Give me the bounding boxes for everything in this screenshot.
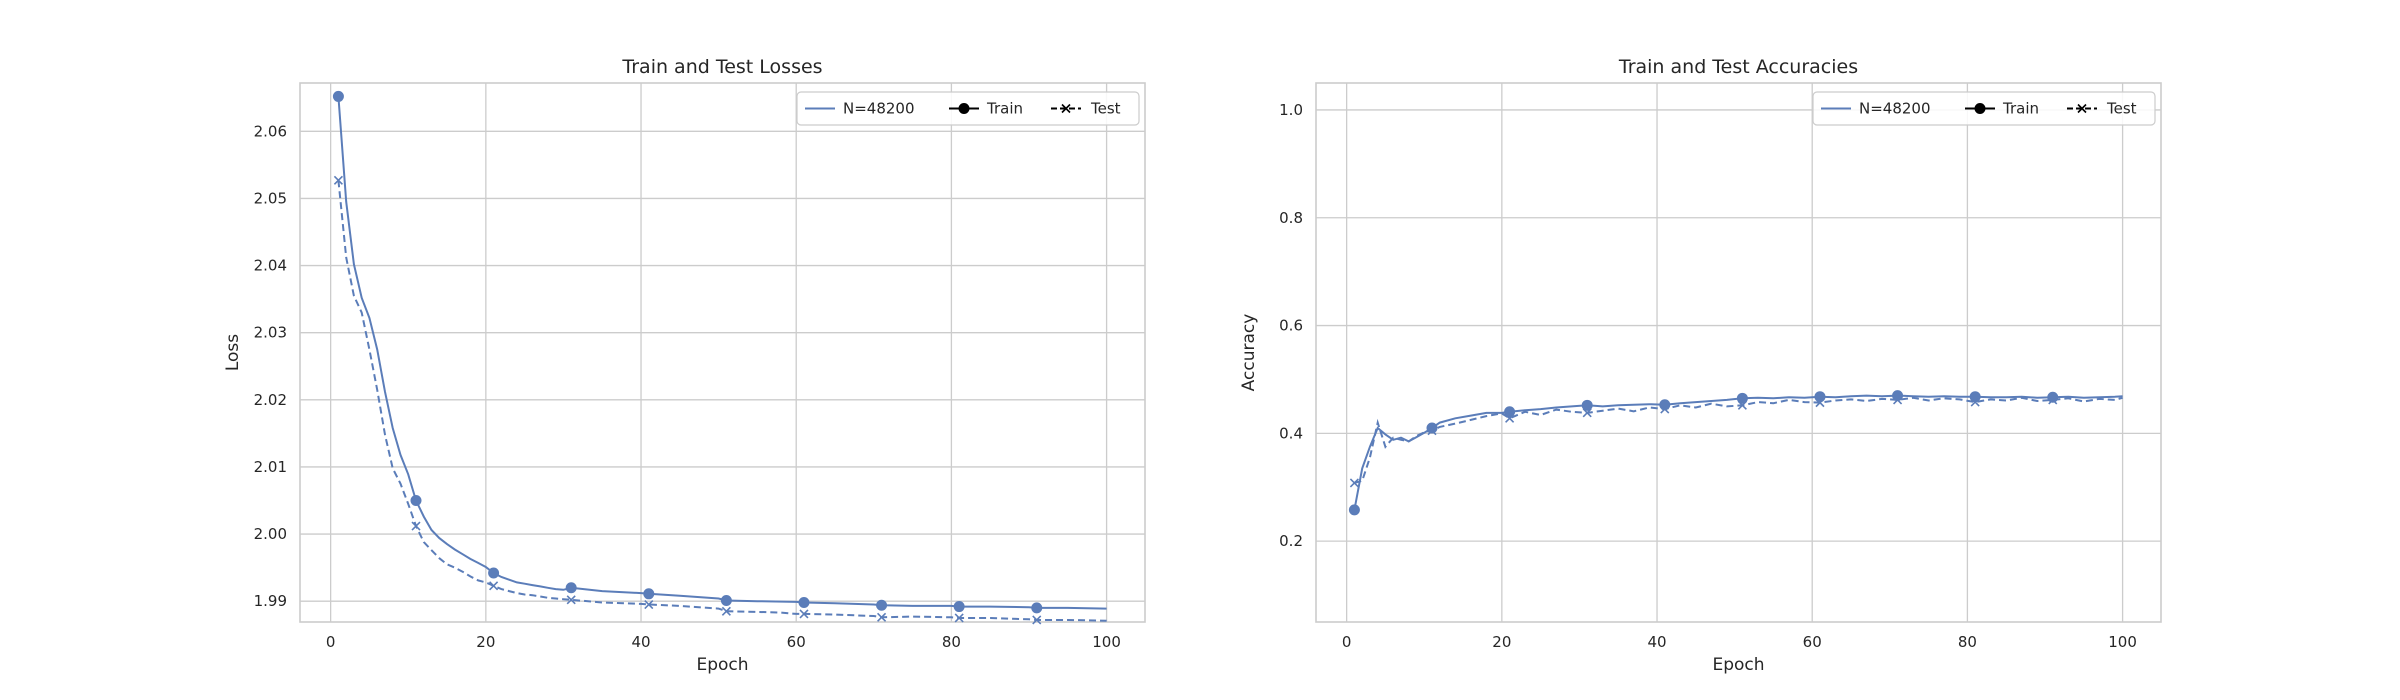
loss-train-line xyxy=(337,96,1107,610)
accuracy-x-tick-label: 40 xyxy=(1647,633,1666,651)
loss-x-tick-label: 20 xyxy=(476,633,495,651)
loss-test-point xyxy=(489,581,499,591)
loss-x-tick-label: 100 xyxy=(1092,633,1121,651)
loss-chart-panel: Train and Test Losses Epoch Loss 0 20 40 60… xyxy=(223,56,1146,675)
loss-legend: N=48200 Train Test xyxy=(796,91,1140,126)
accuracy-test-point xyxy=(1582,408,1592,418)
accuracy-y-tick-label: 0.8 xyxy=(1279,209,1303,227)
accuracy-chart-title: Train and Test Accuracies xyxy=(1618,56,1858,78)
accuracy-legend: N=48200 Train Test xyxy=(1812,91,2156,126)
loss-train-point xyxy=(876,599,888,611)
loss-y-axis-label: Loss xyxy=(223,334,243,371)
loss-chart-title: Train and Test Losses xyxy=(621,56,822,78)
accuracy-chart-panel: Train and Test Accuracies Epoch Accuracy… xyxy=(1239,56,2162,675)
loss-test-point xyxy=(799,609,809,619)
loss-test-point xyxy=(411,521,421,531)
accuracy-test-line xyxy=(1354,396,2123,484)
accuracy-x-axis-label: Epoch xyxy=(1712,655,1764,675)
loss-test-point xyxy=(566,595,576,605)
loss-legend-test-marker xyxy=(1061,103,1071,114)
loss-y-tick-label: 2.01 xyxy=(254,458,287,476)
accuracy-y-tick-label: 1.0 xyxy=(1279,101,1303,119)
loss-x-tick-label: 40 xyxy=(631,633,650,651)
accuracy-x-tick-label: 60 xyxy=(1803,633,1822,651)
loss-train-point xyxy=(410,495,422,507)
loss-train-point xyxy=(565,582,577,594)
accuracy-train-point xyxy=(1348,504,1360,516)
accuracy-x-tick-label: 80 xyxy=(1958,633,1977,651)
loss-test-point xyxy=(644,599,654,610)
loss-y-tick-label: 2.03 xyxy=(254,324,287,342)
accuracy-legend-train-label: Train xyxy=(2002,100,2039,118)
accuracy-test-point xyxy=(1349,478,1359,488)
loss-train-point xyxy=(720,595,732,607)
loss-y-tick-label: 2.00 xyxy=(254,525,287,543)
loss-train-point xyxy=(643,588,655,600)
loss-legend-train-label: Train xyxy=(986,100,1023,118)
accuracy-legend-test-label: Test xyxy=(2106,100,2137,118)
accuracy-x-tick-label: 20 xyxy=(1492,633,1511,651)
loss-x-axis-label: Epoch xyxy=(696,655,748,675)
loss-y-tick-label: 1.99 xyxy=(254,592,287,610)
accuracy-legend-n-label: N=48200 xyxy=(1859,100,1931,118)
loss-test-point xyxy=(954,613,964,623)
loss-x-tick-label: 80 xyxy=(942,633,961,651)
loss-test-line xyxy=(337,180,1107,622)
accuracy-test-point xyxy=(1505,413,1515,423)
loss-y-tick-label: 2.02 xyxy=(254,391,287,409)
accuracy-x-tick-label: 100 xyxy=(2108,633,2137,651)
accuracy-legend-test-marker xyxy=(2077,103,2087,114)
loss-train-point xyxy=(953,601,965,613)
loss-gridlines xyxy=(299,82,1146,623)
loss-x-tick-label: 60 xyxy=(787,633,806,651)
accuracy-train-point xyxy=(1969,391,1981,403)
loss-x-tick-label: 0 xyxy=(326,633,336,651)
accuracy-test-point xyxy=(2048,395,2058,405)
loss-y-tick-label: 2.05 xyxy=(254,189,287,207)
accuracy-test-point xyxy=(1970,397,1980,407)
loss-train-point xyxy=(332,90,344,102)
accuracy-test-point xyxy=(1427,426,1437,436)
loss-train-point xyxy=(1031,602,1043,614)
accuracy-train-point xyxy=(1581,399,1593,411)
accuracy-y-tick-label: 0.4 xyxy=(1279,424,1303,442)
loss-legend-n-label: N=48200 xyxy=(843,100,915,118)
loss-train-point xyxy=(488,567,500,579)
loss-y-tick-label: 2.04 xyxy=(254,257,287,275)
loss-legend-train-marker xyxy=(958,103,970,114)
accuracy-y-tick-label: 0.6 xyxy=(1279,317,1303,335)
loss-test-point xyxy=(333,175,343,185)
accuracy-plot-frame xyxy=(1315,82,2162,623)
accuracy-y-axis-label: Accuracy xyxy=(1239,314,1259,392)
accuracy-x-tick-label: 0 xyxy=(1342,633,1352,651)
loss-test-point xyxy=(721,606,731,616)
accuracy-y-tick-label: 0.2 xyxy=(1279,532,1303,550)
loss-plot-frame xyxy=(299,82,1146,623)
loss-legend-test-label: Test xyxy=(1090,100,1121,118)
accuracy-train-line xyxy=(1353,394,2123,511)
accuracy-test-point xyxy=(1660,404,1670,414)
accuracy-test-point xyxy=(1815,398,1825,408)
loss-test-point xyxy=(877,612,887,622)
accuracy-legend-train-marker xyxy=(1974,103,1986,114)
loss-test-point xyxy=(1032,615,1042,625)
loss-train-point xyxy=(798,597,810,609)
loss-y-tick-label: 2.06 xyxy=(254,122,287,140)
accuracy-train-point xyxy=(1736,392,1748,404)
accuracy-train-point xyxy=(1504,406,1516,418)
accuracy-gridlines xyxy=(1315,82,2162,623)
accuracy-test-point xyxy=(1893,395,1903,405)
accuracy-test-point xyxy=(1737,400,1747,410)
